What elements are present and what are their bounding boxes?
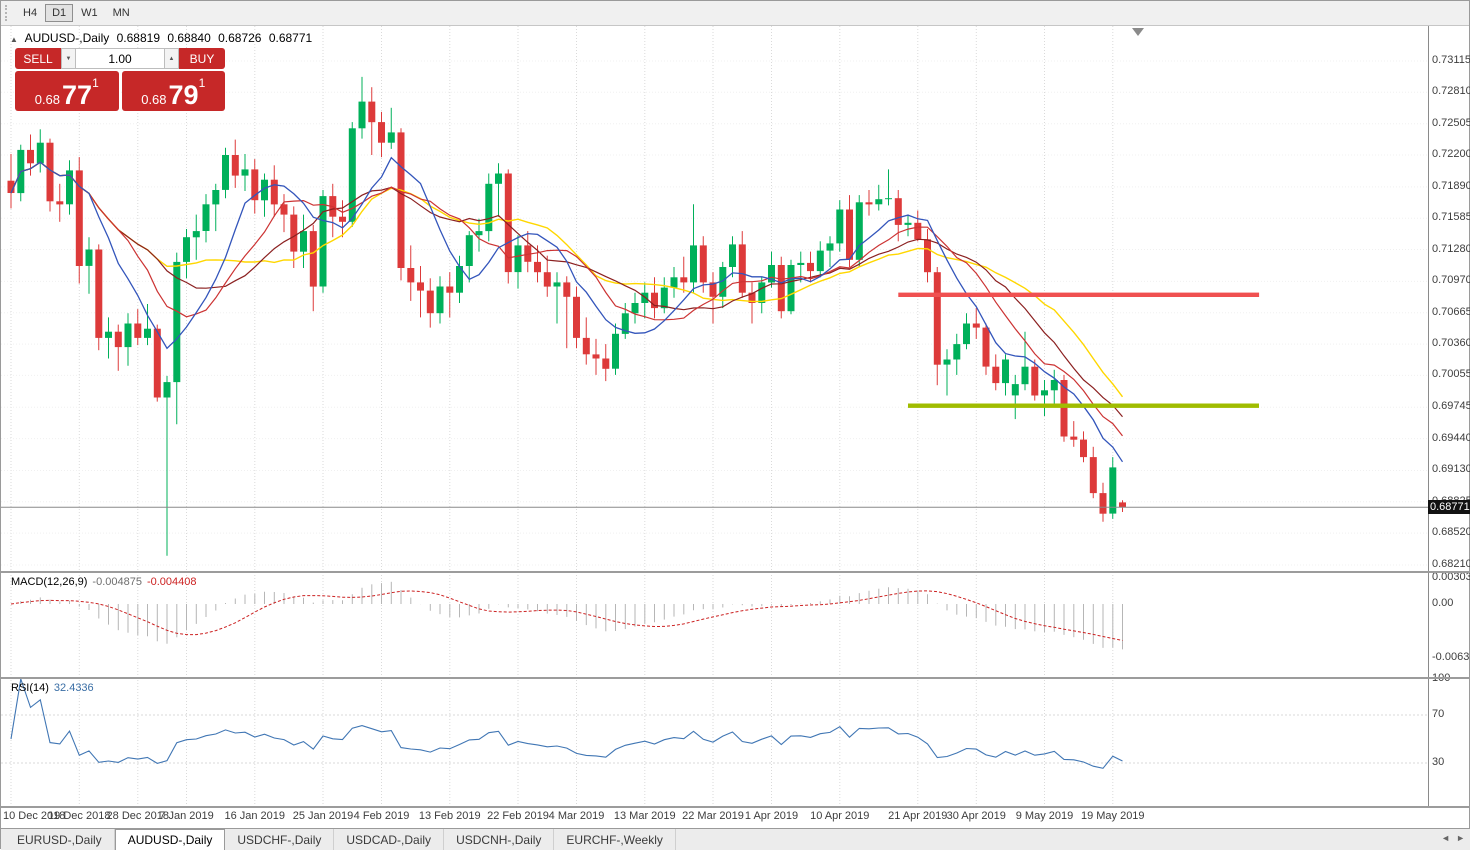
macd-title: MACD(12,26,9) [11, 576, 88, 588]
date-label: 10 Dec 2018 [3, 810, 66, 822]
date-label: 16 Jan 2019 [224, 810, 286, 822]
chart-tab-usdchf-daily[interactable]: USDCHF-,Daily [225, 829, 335, 850]
date-label: 21 Apr 2019 [888, 810, 948, 822]
date-label: 13 Mar 2019 [613, 810, 676, 822]
volume-decrease-button[interactable]: ▼ [61, 48, 76, 69]
sell-button[interactable]: SELL [15, 48, 61, 69]
period-button-w1[interactable]: W1 [81, 7, 98, 19]
macd-value-signal: -0.004408 [146, 576, 197, 588]
date-label: 22 Mar 2019 [682, 810, 744, 822]
toolbar-grip-icon [5, 5, 12, 21]
date-label: 9 May 2019 [1015, 810, 1074, 822]
chart-tab-usdcad-daily[interactable]: USDCAD-,Daily [334, 829, 445, 850]
volume-increase-button[interactable]: ▲ [164, 48, 179, 69]
chart-tab-usdcnh-daily[interactable]: USDCNH-,Daily [444, 829, 555, 850]
sell-price-panel[interactable]: 0.68 77 1 [15, 71, 119, 111]
date-label: 19 May 2019 [1080, 810, 1145, 822]
buy-price-big: 79 [168, 80, 199, 111]
rsi-label: RSI(14) 32.4336 [11, 682, 99, 694]
one-click-trading-widget: SELL ▼ 1.00 ▲ BUY 0.68 77 1 0.68 79 1 [15, 48, 225, 111]
rsi-title: RSI(14) [11, 682, 49, 694]
rsi-value: 32.4336 [53, 682, 94, 694]
date-label: 4 Mar 2019 [548, 810, 605, 822]
date-axis-splitter [1, 806, 1470, 808]
date-label: 28 Dec 2018 [106, 810, 169, 822]
price-axis-border [1428, 26, 1429, 808]
buy-price-sup: 1 [198, 76, 206, 90]
chart-tab-eurusd-daily[interactable]: EURUSD-,Daily [5, 829, 115, 850]
symbol-marker-icon: ▲ [10, 35, 18, 44]
tab-scroll-arrows: ◄ ► [1441, 833, 1465, 843]
date-axis[interactable]: 10 Dec 2018 19 Dec 2018 28 Dec 2018 7 Jan 2… [1, 810, 1428, 826]
buy-price-panel[interactable]: 0.68 79 1 [121, 71, 225, 111]
date-label: 25 Jan 2019 [292, 810, 354, 822]
macd-label: MACD(12,26,9) -0.004875 -0.004408 [11, 576, 202, 588]
period-button-mn[interactable]: MN [112, 7, 130, 19]
date-label: 10 Apr 2019 [810, 810, 870, 822]
sell-price-sup: 1 [92, 76, 99, 90]
ohlc-open: 0.68819 [116, 31, 161, 45]
tab-scroll-right-icon[interactable]: ► [1456, 833, 1465, 843]
date-label: 30 Apr 2019 [946, 810, 1006, 822]
buy-price-small: 0.68 [141, 92, 167, 108]
sell-price-big: 77 [62, 80, 93, 111]
period-button-d1[interactable]: D1 [45, 4, 74, 22]
date-label: 7 Jan 2019 [159, 810, 214, 822]
spin-down-icon: ▼ [65, 55, 72, 62]
period-buttons: H4 D1 W1 MN [16, 4, 138, 22]
date-label: 22 Feb 2019 [487, 810, 549, 822]
date-label: 13 Feb 2019 [418, 810, 481, 822]
date-label: 4 Feb 2019 [353, 810, 410, 822]
macd-value-main: -0.004875 [92, 576, 142, 588]
sell-price-small: 0.68 [34, 92, 61, 108]
ohlc-close: 0.68771 [268, 31, 313, 45]
date-label: 1 Apr 2019 [744, 810, 799, 822]
chart-tab-eurchf-weekly[interactable]: EURCHF-,Weekly [554, 829, 676, 850]
period-button-h4[interactable]: H4 [23, 7, 38, 19]
ohlc-high: 0.68840 [167, 31, 211, 45]
volume-input[interactable]: 1.00 [76, 48, 164, 69]
date-label: 19 Dec 2018 [48, 810, 111, 822]
tab-scroll-left-icon[interactable]: ◄ [1441, 833, 1451, 843]
buy-button[interactable]: BUY [179, 48, 225, 69]
chart-symbol-label: AUDUSD-,Daily [24, 31, 110, 45]
timeframe-toolbar: H4 D1 W1 MN [1, 1, 1469, 26]
ohlc-low: 0.68726 [218, 31, 262, 45]
rsi-panel-splitter[interactable] [1, 677, 1470, 679]
current-price-badge: 0.68771 [1428, 500, 1470, 515]
spin-up-icon: ▲ [168, 55, 175, 62]
macd-panel-splitter[interactable] [1, 571, 1470, 573]
chart-tab-audusd-daily[interactable]: AUDUSD-,Daily [114, 829, 226, 850]
chart-tab-bar: EURUSD-,Daily AUDUSD-,Daily USDCHF-,Daily U… [1, 828, 1470, 850]
chart-header: ▲ AUDUSD-,Daily 0.68819 0.68840 0.68726 … [10, 31, 316, 45]
